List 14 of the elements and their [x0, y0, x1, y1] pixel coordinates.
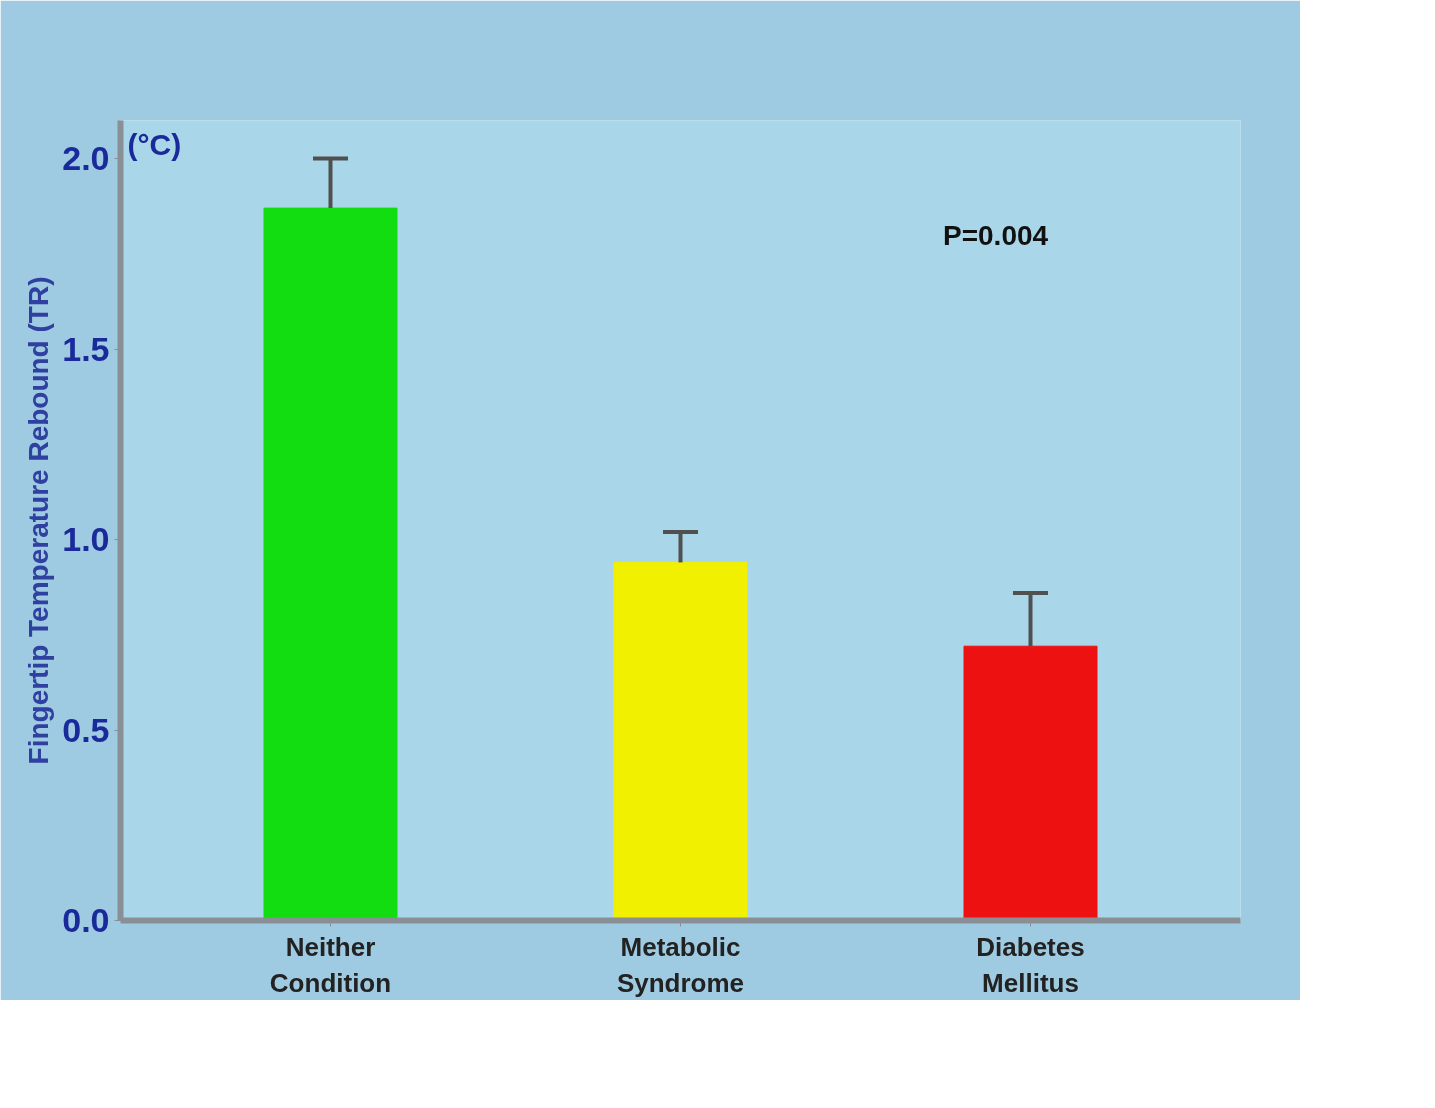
- y-tick-label: 2.0: [62, 139, 110, 178]
- x-tick-label: Metabolic Syndrome: [616, 931, 745, 998]
- y-axis-title: Fingertip Temperature Rebound (TR): [23, 276, 55, 765]
- y-tick-label: 0.5: [62, 710, 110, 749]
- bar: [963, 645, 1098, 921]
- y-tick-label: 1.5: [62, 329, 110, 368]
- y-tick-label: 1.0: [62, 520, 110, 559]
- x-tick-label: Diabetes Mellitus: [976, 931, 1085, 998]
- annotation: (°C): [127, 127, 182, 161]
- x-tick-label: Neither Condition: [269, 931, 392, 998]
- y-tick-label: 0.0: [62, 901, 110, 939]
- bar: [263, 207, 398, 921]
- bar: [613, 561, 748, 921]
- annotation: P=0.004: [943, 219, 1049, 251]
